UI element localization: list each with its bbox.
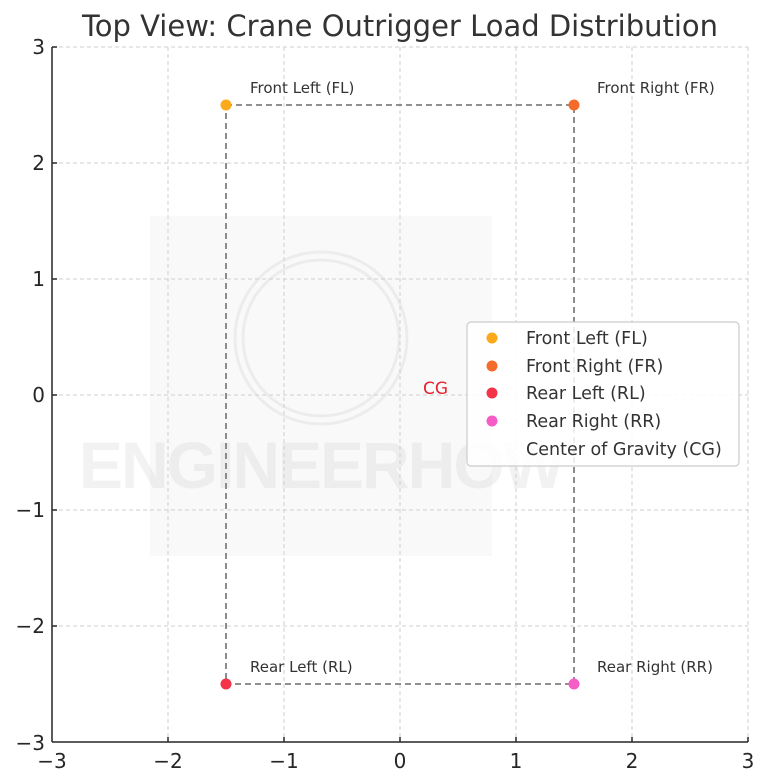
legend-label: Front Left (FL) [526,329,648,349]
x-tick-label: 2 [626,749,639,773]
watermark [150,216,492,556]
point-front-left [220,99,232,111]
legend-label: Rear Right (RR) [526,412,661,432]
watermark-logo [233,250,409,426]
annotation-cg: CG [423,379,448,399]
x-tick-label: −3 [37,749,66,773]
point-front-right [568,99,580,111]
point-rear-right [568,678,580,690]
legend-marker-front-left [486,332,498,344]
annotation-front-left: Front Left (FL) [250,79,354,97]
legend-label: Front Right (FR) [526,357,663,377]
legend-label: Rear Left (RL) [526,384,646,404]
chart-title: Top View: Crane Outrigger Load Distribut… [81,9,718,43]
y-tick-label: −2 [16,614,45,638]
axes [51,46,749,743]
point-rear-left [220,678,232,690]
legend: Front Left (FL) Front Right (FR) Rear Le… [466,321,740,467]
y-tick-labels: 3 2 1 0 −1 −2 −3 [16,35,45,755]
x-tick-label: 3 [742,749,755,773]
data-points [220,99,580,690]
legend-marker-rear-right [486,415,498,427]
legend-marker-rear-left [486,387,498,399]
grid-lines [52,46,749,742]
x-tick-label: 1 [510,749,523,773]
legend-marker-front-right [486,360,498,372]
y-tick-label: 2 [32,151,45,175]
y-tick-label: 1 [32,267,45,291]
x-tick-label: −2 [153,749,182,773]
y-tick-label: 3 [32,35,45,59]
annotation-front-right: Front Right (FR) [597,79,715,97]
outrigger-outline [225,104,575,685]
legend-label: Center of Gravity (CG) [526,440,722,460]
x-tick-label: −1 [269,749,298,773]
y-tick-label: −3 [16,731,45,755]
annotation-rear-left: Rear Left (RL) [250,658,353,676]
y-tick-label: −1 [16,498,45,522]
x-tick-label: 0 [394,749,407,773]
annotation-rear-right: Rear Right (RR) [597,658,713,676]
x-tick-labels: −3 −2 −1 0 1 2 3 [37,749,754,773]
y-tick-label: 0 [32,383,45,407]
